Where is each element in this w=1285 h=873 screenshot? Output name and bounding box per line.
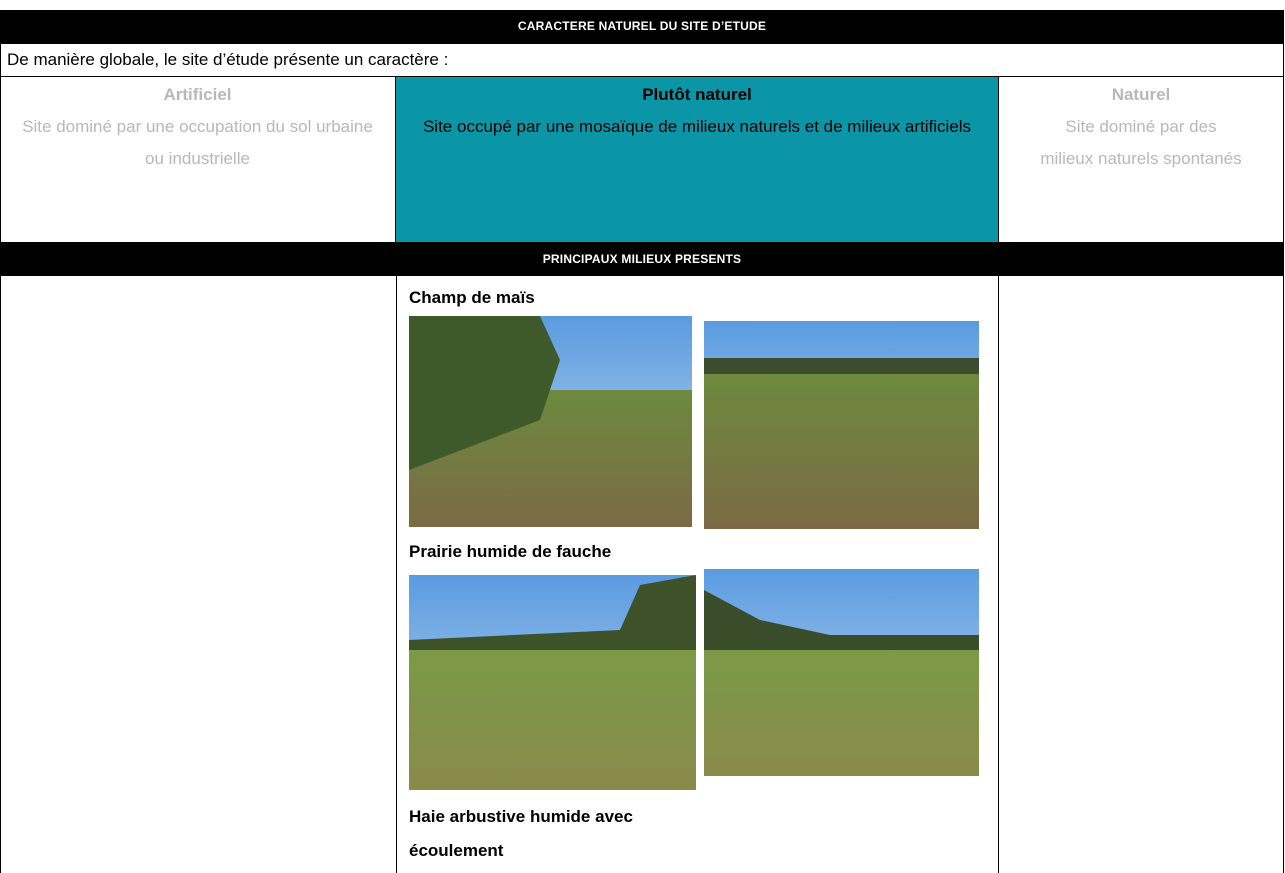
column-description: Site occupé par une mosaïque de milieux …: [422, 117, 972, 136]
border: [998, 276, 999, 873]
column-title: Naturel: [1111, 85, 1171, 104]
photo: [409, 575, 696, 790]
habitat-label: Haie arbustive humide avec écoulement: [409, 807, 633, 860]
table-header: CARACTERE NATUREL DU SITE D’ETUDE: [0, 10, 1284, 44]
column-description: Site dominé par une occupation du sol ur…: [22, 117, 373, 168]
column-description: Site dominé par des milieux naturels spo…: [1040, 117, 1242, 168]
habitat-label: Champ de maïs: [409, 288, 535, 307]
border: [1283, 10, 1284, 873]
photo: [704, 569, 979, 776]
photo: [704, 321, 979, 529]
column-cell: Plutôt naturel Site occupé par une mosaï…: [396, 77, 999, 243]
border: [0, 10, 1, 873]
column-cell: Naturel Site dominé par des milieux natu…: [999, 77, 1284, 243]
column-title: Plutôt naturel: [642, 85, 752, 104]
column-cell: Artificiel Site dominé par une occupatio…: [0, 77, 396, 243]
border: [396, 276, 397, 873]
habitat-label: Prairie humide de fauche: [409, 542, 612, 561]
photo: [409, 316, 692, 527]
column-title: Artificiel: [163, 85, 232, 104]
section-header: PRINCIPAUX MILIEUX PRESENTS: [0, 243, 1284, 276]
intro: De manière globale, le site d’étude prés…: [0, 44, 1284, 77]
